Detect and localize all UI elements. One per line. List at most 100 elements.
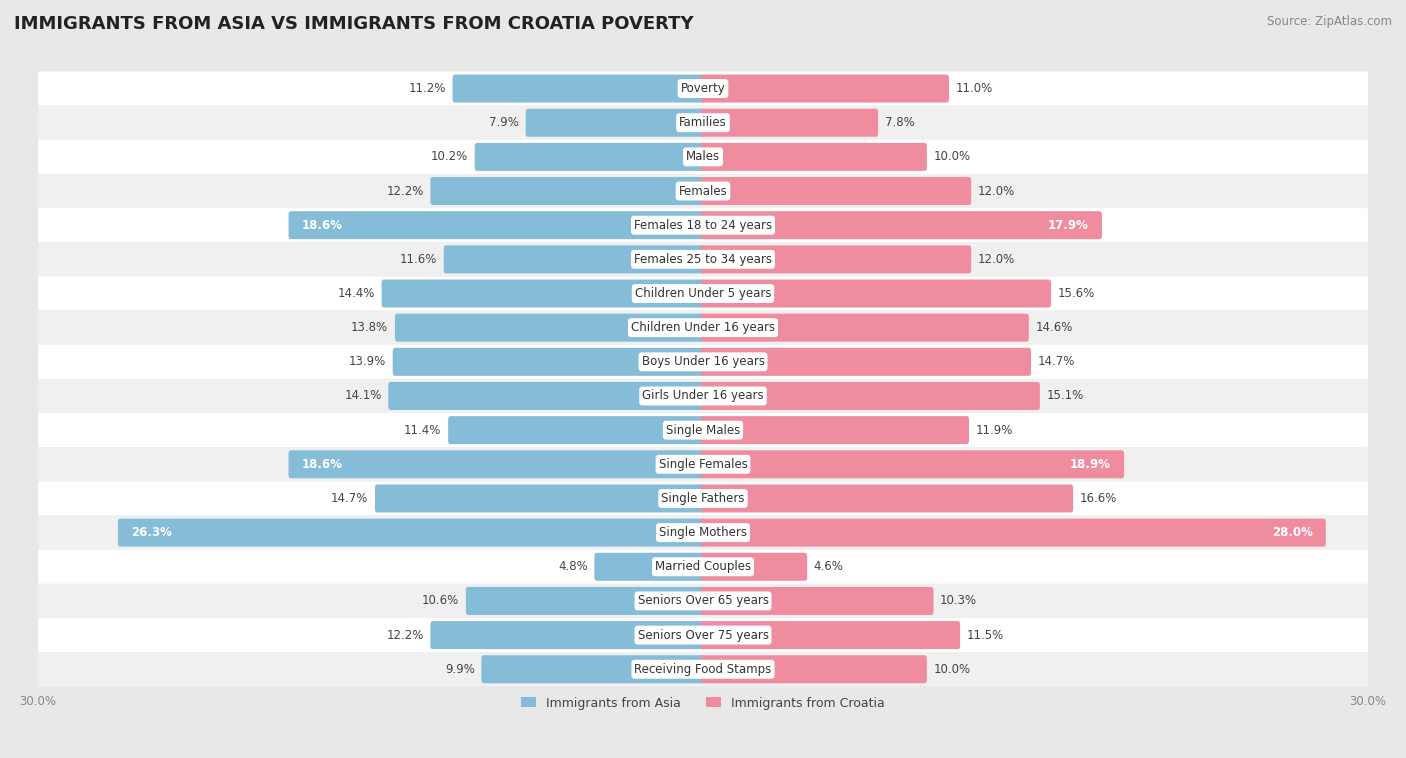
Text: Girls Under 16 years: Girls Under 16 years <box>643 390 763 402</box>
Text: 11.6%: 11.6% <box>399 253 437 266</box>
FancyBboxPatch shape <box>38 447 1368 481</box>
FancyBboxPatch shape <box>38 618 1368 652</box>
Text: 15.6%: 15.6% <box>1057 287 1095 300</box>
Legend: Immigrants from Asia, Immigrants from Croatia: Immigrants from Asia, Immigrants from Cr… <box>516 691 890 715</box>
Text: 11.0%: 11.0% <box>956 82 993 95</box>
FancyBboxPatch shape <box>700 143 927 171</box>
FancyBboxPatch shape <box>38 105 1368 139</box>
FancyBboxPatch shape <box>700 655 927 683</box>
Text: Single Males: Single Males <box>666 424 740 437</box>
Text: 10.3%: 10.3% <box>941 594 977 607</box>
FancyBboxPatch shape <box>700 177 972 205</box>
Text: 10.6%: 10.6% <box>422 594 460 607</box>
FancyBboxPatch shape <box>38 515 1368 550</box>
Text: Seniors Over 75 years: Seniors Over 75 years <box>637 628 769 641</box>
FancyBboxPatch shape <box>38 208 1368 243</box>
FancyBboxPatch shape <box>700 553 807 581</box>
Text: 7.8%: 7.8% <box>884 116 914 129</box>
FancyBboxPatch shape <box>38 481 1368 515</box>
Text: 14.7%: 14.7% <box>330 492 368 505</box>
FancyBboxPatch shape <box>38 139 1368 174</box>
Text: Families: Families <box>679 116 727 129</box>
FancyBboxPatch shape <box>449 416 706 444</box>
FancyBboxPatch shape <box>475 143 706 171</box>
FancyBboxPatch shape <box>288 211 706 240</box>
Text: 13.8%: 13.8% <box>352 321 388 334</box>
Text: Children Under 16 years: Children Under 16 years <box>631 321 775 334</box>
Text: Children Under 5 years: Children Under 5 years <box>634 287 772 300</box>
FancyBboxPatch shape <box>38 243 1368 277</box>
Text: Single Mothers: Single Mothers <box>659 526 747 539</box>
FancyBboxPatch shape <box>38 550 1368 584</box>
FancyBboxPatch shape <box>700 587 934 615</box>
Text: 10.2%: 10.2% <box>430 150 468 164</box>
Text: 4.6%: 4.6% <box>814 560 844 573</box>
Text: Source: ZipAtlas.com: Source: ZipAtlas.com <box>1267 15 1392 28</box>
Text: 17.9%: 17.9% <box>1047 219 1088 232</box>
FancyBboxPatch shape <box>381 280 706 308</box>
FancyBboxPatch shape <box>481 655 706 683</box>
Text: 18.9%: 18.9% <box>1070 458 1111 471</box>
FancyBboxPatch shape <box>700 484 1073 512</box>
Text: 14.4%: 14.4% <box>337 287 375 300</box>
Text: 28.0%: 28.0% <box>1271 526 1313 539</box>
FancyBboxPatch shape <box>700 211 1102 240</box>
FancyBboxPatch shape <box>526 108 706 136</box>
Text: 11.5%: 11.5% <box>967 628 1004 641</box>
Text: 10.0%: 10.0% <box>934 662 970 675</box>
Text: Poverty: Poverty <box>681 82 725 95</box>
Text: Married Couples: Married Couples <box>655 560 751 573</box>
Text: 14.7%: 14.7% <box>1038 356 1076 368</box>
Text: Females 25 to 34 years: Females 25 to 34 years <box>634 253 772 266</box>
Text: Seniors Over 65 years: Seniors Over 65 years <box>637 594 769 607</box>
FancyBboxPatch shape <box>430 177 706 205</box>
FancyBboxPatch shape <box>38 277 1368 311</box>
FancyBboxPatch shape <box>288 450 706 478</box>
FancyBboxPatch shape <box>38 379 1368 413</box>
Text: 16.6%: 16.6% <box>1080 492 1118 505</box>
FancyBboxPatch shape <box>700 348 1031 376</box>
Text: Single Fathers: Single Fathers <box>661 492 745 505</box>
FancyBboxPatch shape <box>700 74 949 102</box>
FancyBboxPatch shape <box>700 416 969 444</box>
FancyBboxPatch shape <box>453 74 706 102</box>
Text: Males: Males <box>686 150 720 164</box>
Text: 18.6%: 18.6% <box>302 219 343 232</box>
Text: Boys Under 16 years: Boys Under 16 years <box>641 356 765 368</box>
Text: 11.4%: 11.4% <box>404 424 441 437</box>
Text: 11.2%: 11.2% <box>409 82 446 95</box>
Text: Receiving Food Stamps: Receiving Food Stamps <box>634 662 772 675</box>
FancyBboxPatch shape <box>38 413 1368 447</box>
Text: 7.9%: 7.9% <box>489 116 519 129</box>
Text: 14.6%: 14.6% <box>1035 321 1073 334</box>
Text: 26.3%: 26.3% <box>131 526 172 539</box>
FancyBboxPatch shape <box>38 584 1368 618</box>
FancyBboxPatch shape <box>388 382 706 410</box>
Text: Single Females: Single Females <box>658 458 748 471</box>
Text: 12.0%: 12.0% <box>977 253 1015 266</box>
Text: 12.2%: 12.2% <box>387 184 423 198</box>
Text: IMMIGRANTS FROM ASIA VS IMMIGRANTS FROM CROATIA POVERTY: IMMIGRANTS FROM ASIA VS IMMIGRANTS FROM … <box>14 15 693 33</box>
FancyBboxPatch shape <box>700 450 1125 478</box>
Text: 12.0%: 12.0% <box>977 184 1015 198</box>
Text: 4.8%: 4.8% <box>558 560 588 573</box>
FancyBboxPatch shape <box>395 314 706 342</box>
FancyBboxPatch shape <box>465 587 706 615</box>
FancyBboxPatch shape <box>38 652 1368 686</box>
FancyBboxPatch shape <box>700 382 1040 410</box>
FancyBboxPatch shape <box>118 518 706 547</box>
Text: Females 18 to 24 years: Females 18 to 24 years <box>634 219 772 232</box>
FancyBboxPatch shape <box>595 553 706 581</box>
Text: 10.0%: 10.0% <box>934 150 970 164</box>
FancyBboxPatch shape <box>700 314 1029 342</box>
Text: 11.9%: 11.9% <box>976 424 1012 437</box>
FancyBboxPatch shape <box>38 71 1368 105</box>
Text: 12.2%: 12.2% <box>387 628 423 641</box>
FancyBboxPatch shape <box>700 108 879 136</box>
Text: Females: Females <box>679 184 727 198</box>
FancyBboxPatch shape <box>38 345 1368 379</box>
Text: 13.9%: 13.9% <box>349 356 387 368</box>
FancyBboxPatch shape <box>38 311 1368 345</box>
FancyBboxPatch shape <box>700 246 972 274</box>
Text: 18.6%: 18.6% <box>302 458 343 471</box>
